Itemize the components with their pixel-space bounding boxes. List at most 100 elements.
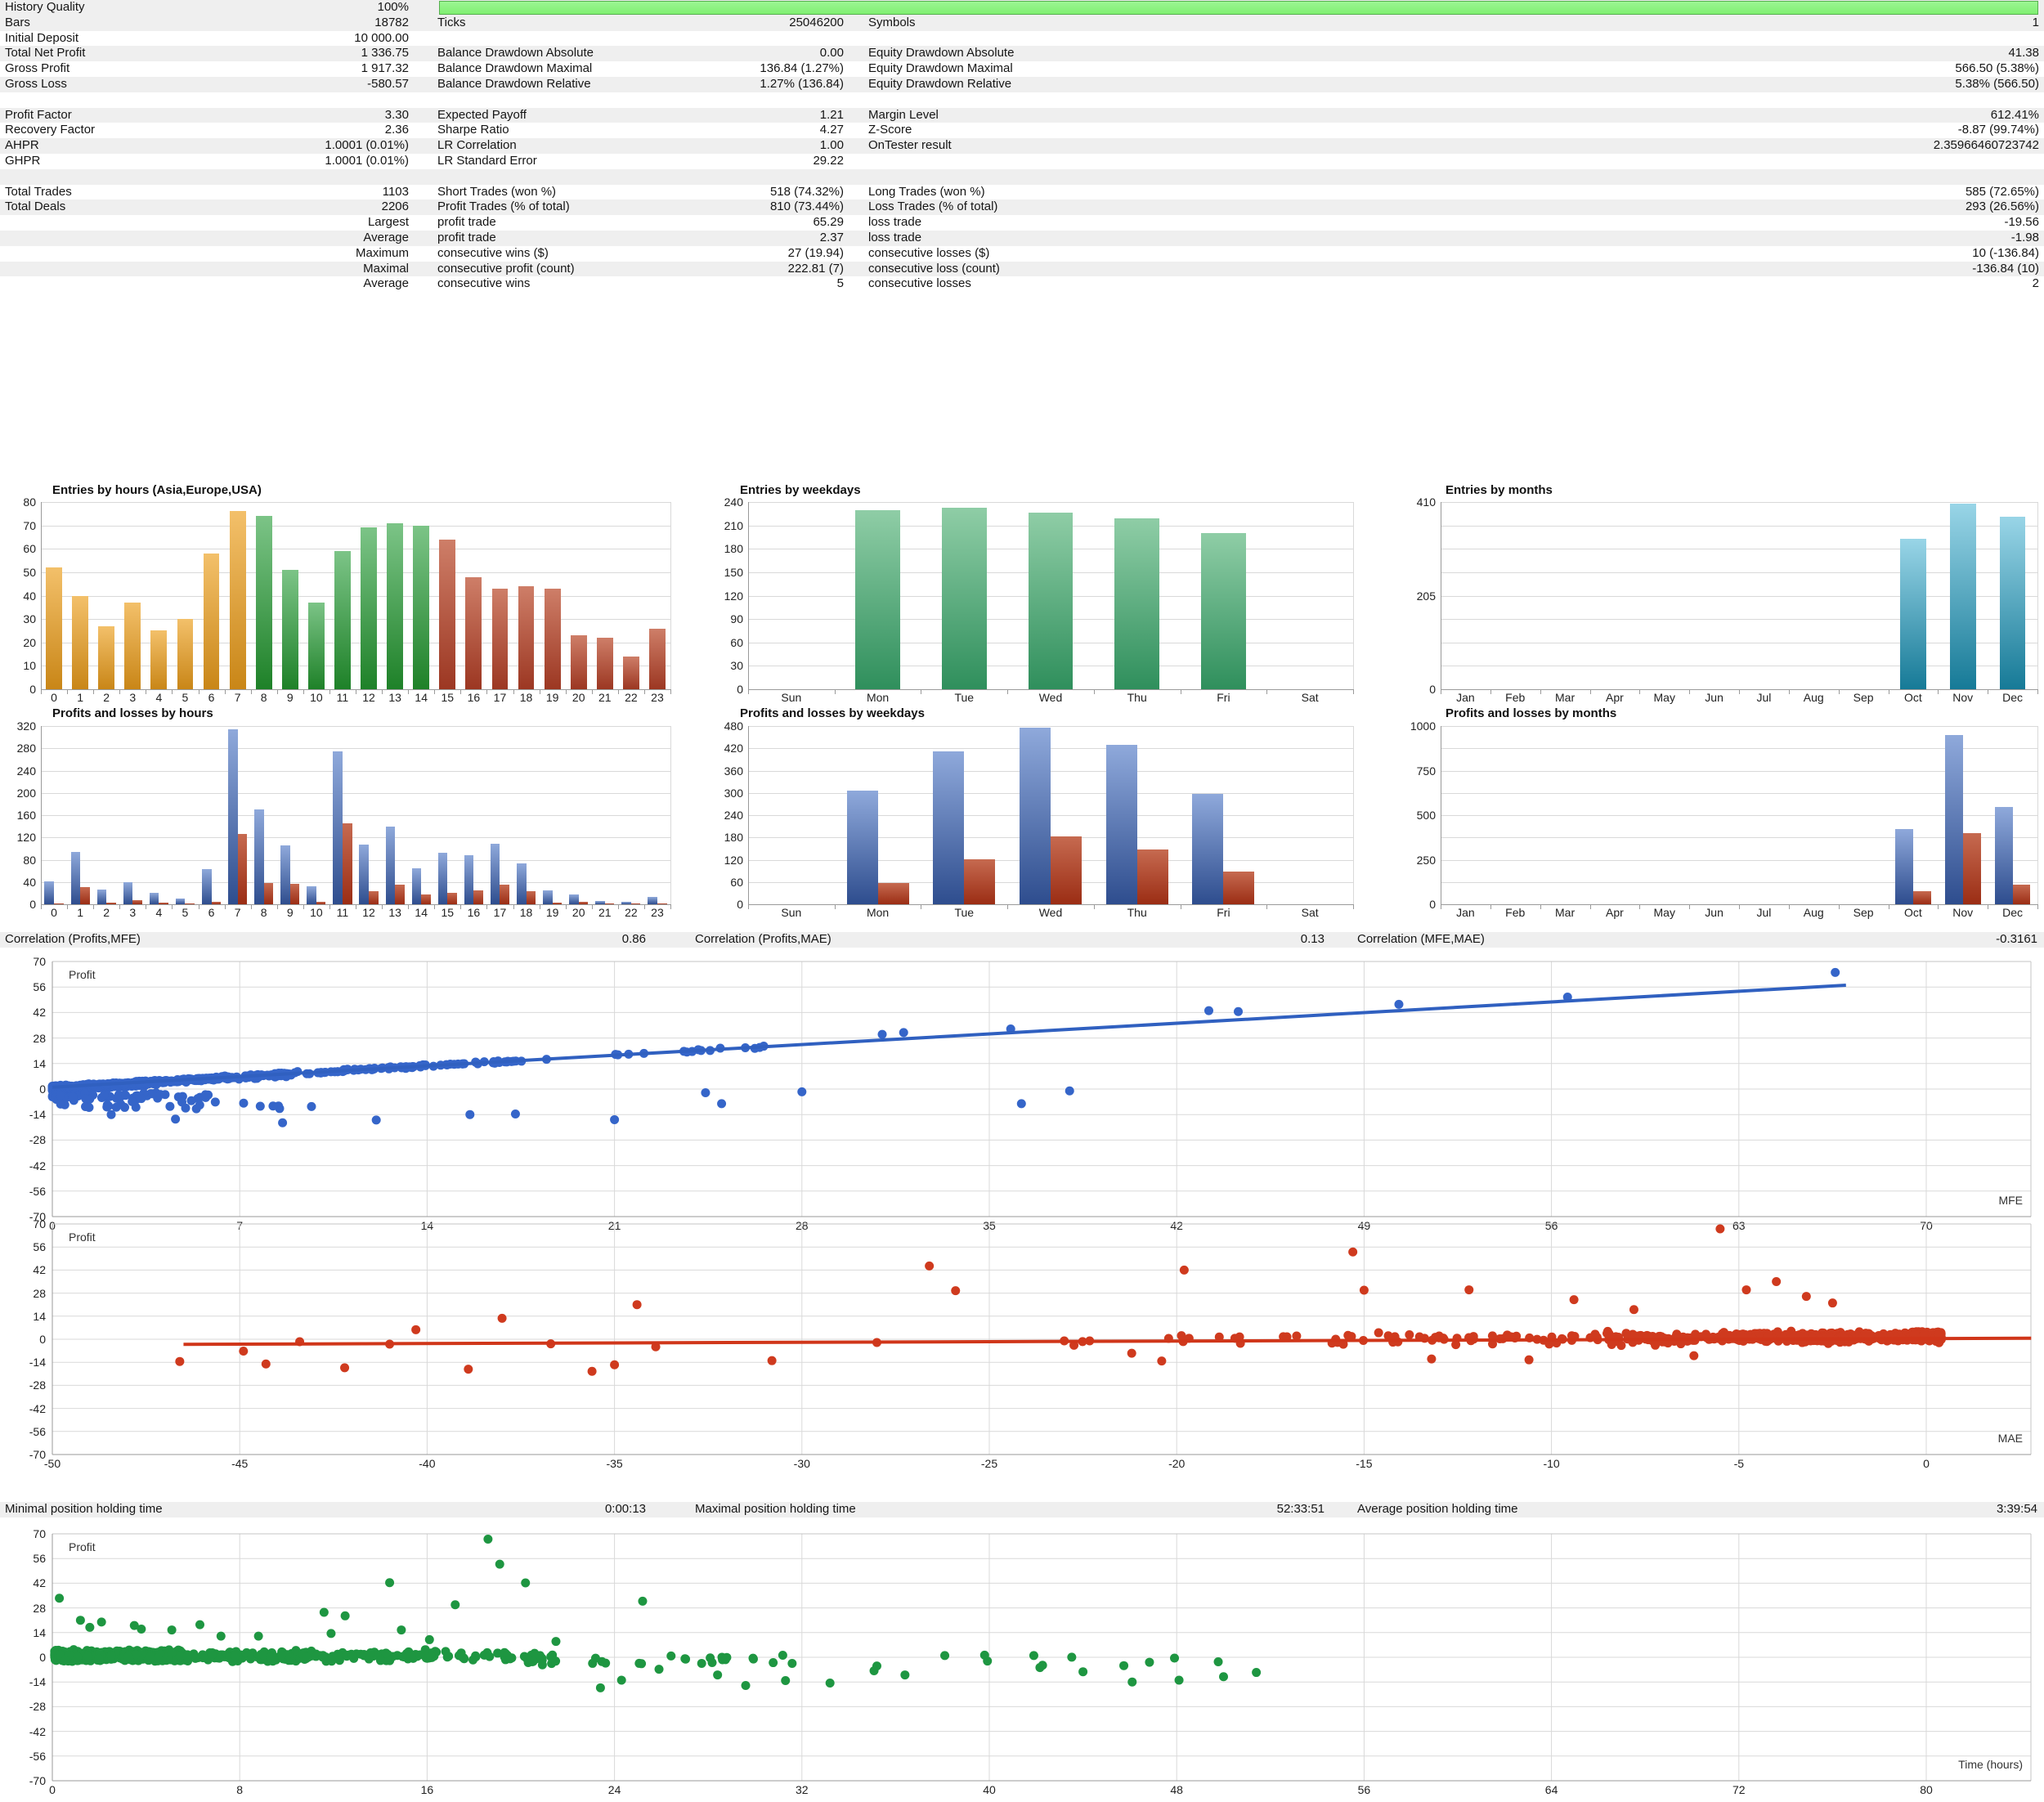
y-tick-label: 120 [16,831,36,845]
y-tick-label: 28 [33,1601,46,1615]
x-tick-label: Feb [1505,906,1526,919]
stat-label: consecutive wins [437,276,531,291]
y-tick-label: 480 [724,719,743,733]
stat-value: -19.56 [2004,215,2039,230]
time_scatter-axis-label: Time (hours) [1958,1758,2023,1771]
y-tick-label: 1000 [1410,719,1436,733]
stat-label: Gross Profit [5,61,70,76]
bar-entries_by_hours-1 [72,595,89,689]
bar-pl_by_hours-13-profit [385,826,396,904]
bar-pl_by_hours-15-profit [437,852,448,904]
bar-pl_by_hours-10-profit [307,885,316,904]
bar-pl_by_hours-12-profit [359,845,370,904]
x-tick-label: 64 [1544,1783,1558,1796]
bar-pl_by_hours-11-loss [342,823,352,904]
bar-pl_by_months-Oct-loss [1912,890,1931,904]
stats-row: Maximum consecutive wins ($) 27 (19.94) con… [0,246,2044,262]
bar-pl_by_hours-0-loss [54,903,64,904]
y-tick-label: 0 [39,1651,46,1664]
stat-value: Largest [367,215,409,230]
x-tick-label: 56 [1357,1783,1371,1796]
bar-pl_by_weekdays-Tue-profit [933,751,965,904]
y-tick-label: 42 [33,1576,46,1590]
y-tick-label: 410 [1416,495,1436,509]
bar-pl_by_hours-16-loss [473,890,483,904]
bar-pl_by_months-Oct-profit [1895,829,1913,904]
bar-entries_by_hours-14 [413,525,430,689]
y-tick-label: -56 [29,1749,46,1763]
stat-label: Loss Trades (% of total) [868,199,998,214]
x-tick-label: 20 [572,906,585,919]
x-tick-label: Jul [1756,691,1772,704]
x-tick-label: 10 [310,906,323,919]
bar-pl_by_months-Nov-profit [1944,734,1963,904]
bar-entries_by_hours-21 [596,638,613,689]
x-tick-label: -50 [43,1457,61,1470]
stats-row [0,168,2044,185]
bar-entries_by_hours-16 [465,576,482,689]
stat-label: Total Deals [5,199,66,214]
stat-value: Maximal [363,261,409,276]
stat-value: 18782 [374,15,409,29]
stat-value: Average [363,276,409,291]
y-tick-label: 360 [724,764,743,778]
stat-value: Maximum [355,245,409,260]
x-tick-label: 14 [415,906,428,919]
bar-pl_by_hours-5-loss [185,903,195,904]
y-tick-label: 120 [724,853,743,867]
y-tick-label: 56 [33,1240,46,1254]
bar-pl_by_hours-19-profit [543,890,553,904]
x-tick-label: Feb [1505,691,1526,704]
x-tick-label: -40 [419,1457,436,1470]
y-tick-label: 0 [29,898,36,911]
bar-entries_by_hours-20 [570,635,587,689]
stat-label: Equity Drawdown Relative [868,77,1012,91]
holding-row-cells: Minimal position holding time 0:00:13 Maxi… [0,1502,2044,1517]
bar-pl_by_weekdays-Fri-profit [1192,794,1224,904]
scatter-time_scatter [50,1533,2032,1782]
y-tick-label: 70 [33,1527,46,1540]
x-tick-label: -20 [1168,1457,1186,1470]
stat-value: 2206 [381,199,409,214]
stat-label: Short Trades (won %) [437,184,557,199]
x-tick-label: 32 [796,1783,809,1796]
stat-label: Balance Drawdown Maximal [437,61,593,76]
x-tick-label: 16 [467,691,481,704]
bar-entries_by_hours-3 [124,603,141,689]
bar-pl_by_weekdays-Mon-profit [846,791,878,904]
bar-entries_by_hours-5 [177,619,194,689]
y-tick-label: 250 [1416,853,1436,867]
x-tick-label: 7 [234,906,241,919]
y-tick-label: 28 [33,1286,46,1300]
y-tick-label: -14 [29,1108,46,1122]
bar-pl_by_hours-10-loss [316,902,326,904]
bar-pl_by_hours-21-profit [595,900,605,904]
y-tick-label: 70 [33,1217,46,1230]
stat-value: 3.30 [384,107,409,122]
bar-entries_by_hours-15 [439,539,456,689]
x-tick-label: Tue [954,906,975,919]
x-tick-label: -15 [1356,1457,1373,1470]
y-tick-label: 56 [33,1552,46,1566]
bar-pl_by_hours-3-loss [132,900,142,904]
x-tick-label: 22 [625,691,638,704]
stat-value: 41.38 [2008,46,2039,61]
stat-label: Expected Payoff [437,107,527,122]
bar-pl_by_hours-3-profit [123,882,133,904]
profit-axis-label: Profit [69,1540,96,1553]
stat-value: 29.22 [813,154,844,168]
x-tick-label: May [1653,691,1675,704]
history-quality-progress-bar [439,1,2038,15]
y-tick-label: -14 [29,1356,46,1369]
x-tick-label: Jun [1705,906,1724,919]
x-tick-label: Nov [1952,691,1974,704]
y-tick-label: -70 [29,1448,46,1461]
y-tick-label: 14 [33,1309,46,1323]
y-tick-label: -42 [29,1724,46,1738]
y-tick-label: 70 [33,955,46,968]
y-tick-label: 0 [39,1083,46,1096]
stat-label: Ticks [437,15,466,29]
bar-entries_by_hours-7 [229,511,246,689]
stats-row: Bars 18782 Ticks 25046200 Symbols 1 [0,15,2044,31]
stat-value: 2.35966460723742 [1933,138,2039,153]
